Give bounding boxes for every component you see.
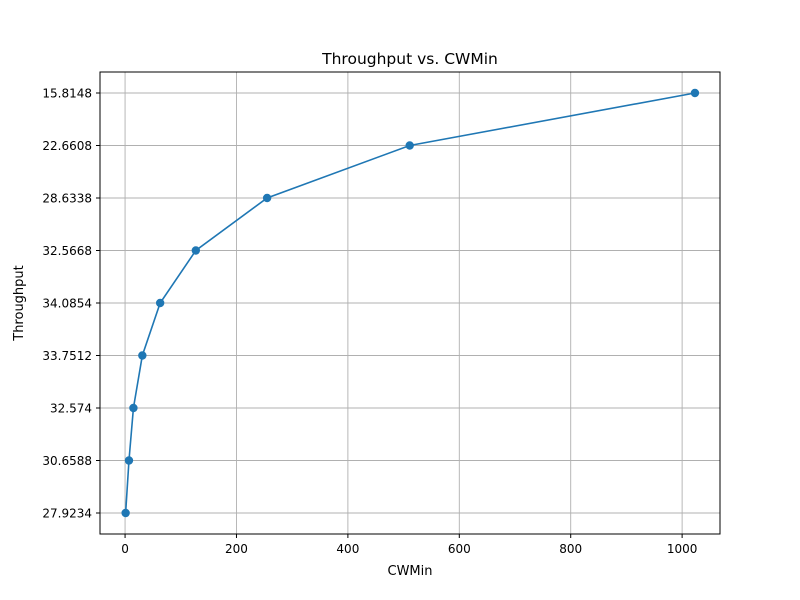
y-tick-label: 34.0854 — [42, 297, 92, 311]
data-points — [121, 88, 700, 518]
y-axis-ticks: 27.9234 30.6588 32.574 33.7512 34.0854 32.566… — [42, 87, 100, 521]
y-tick-label: 15.8148 — [42, 87, 92, 101]
data-point — [262, 193, 272, 203]
data-point — [155, 298, 165, 308]
data-point — [124, 456, 134, 465]
y-tick-label: 33.7512 — [42, 349, 92, 363]
data-point — [121, 508, 130, 518]
x-tick-label: 200 — [225, 542, 248, 556]
y-tick-label: 28.6338 — [42, 192, 92, 206]
y-tick-label: 30.6588 — [42, 454, 92, 468]
grid — [100, 72, 720, 534]
x-tick-label: 600 — [448, 542, 471, 556]
y-tick-label: 32.5668 — [42, 244, 92, 258]
data-point — [191, 246, 201, 255]
y-axis-label: Throughput — [12, 265, 27, 342]
data-point — [405, 141, 414, 150]
x-axis-ticks: 0 200 400 600 800 1000 — [121, 534, 697, 556]
x-axis-label: CWMin — [388, 564, 433, 579]
x-tick-label: 1000 — [667, 542, 698, 556]
x-tick-label: 0 — [121, 542, 129, 556]
x-tick-label: 800 — [559, 542, 582, 556]
data-point — [138, 351, 147, 360]
data-point — [129, 403, 138, 413]
x-tick-label: 400 — [336, 542, 359, 556]
y-tick-label: 32.574 — [50, 402, 92, 416]
data-point — [690, 88, 700, 98]
y-tick-label: 22.6608 — [42, 139, 92, 153]
y-tick-label: 27.9234 — [42, 507, 92, 521]
chart-title: Throughput vs. CWMin — [321, 50, 498, 68]
